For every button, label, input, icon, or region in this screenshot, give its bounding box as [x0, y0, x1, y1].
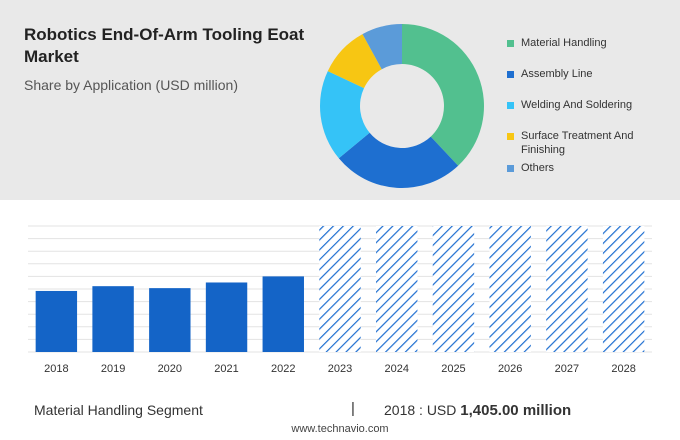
footer-divider: | [351, 400, 355, 417]
x-tick-label: 2021 [214, 363, 238, 375]
bar-2021 [205, 282, 248, 352]
bar-2019 [92, 286, 134, 352]
legend-swatch [507, 165, 514, 172]
legend-item: Welding And Soldering [507, 98, 677, 112]
donut-slice-assembly-line [338, 132, 459, 188]
x-tick-label: 2028 [611, 363, 635, 375]
donut-slice-material-handling [402, 24, 484, 166]
segment-value: 2018 : USD 1,405.00 million [384, 402, 571, 419]
legend-swatch [507, 102, 514, 109]
segment-value-amount: 1,405.00 million [460, 402, 572, 419]
donut-chart [320, 24, 484, 188]
segment-year: 2018 : USD [384, 402, 457, 418]
forecast-bar-2024 [376, 226, 418, 352]
forecast-bar-2027 [546, 226, 588, 352]
x-tick-label: 2026 [498, 363, 522, 375]
forecast-bar-2028 [602, 226, 645, 352]
x-tick-label: 2018 [44, 363, 68, 375]
x-tick-label: 2025 [441, 363, 465, 375]
donut-slice-welding-and-soldering [320, 71, 370, 159]
legend-label: Others [521, 162, 555, 174]
forecast-bar-2023 [319, 226, 361, 352]
legend-item: Others [507, 161, 677, 175]
bar-2020 [149, 288, 191, 352]
source-link[interactable]: www.technavio.com [291, 423, 389, 435]
chart-title: Robotics End-Of-Arm Tooling Eoat Market [24, 25, 305, 66]
legend-item: Material Handling [507, 36, 677, 50]
legend-swatch [507, 71, 514, 78]
legend-swatch [507, 40, 514, 47]
legend-label: Welding And Soldering [521, 99, 633, 111]
x-tick-label: 2027 [555, 363, 579, 375]
x-tick-label: 2022 [271, 363, 295, 375]
bar-2022 [262, 276, 304, 352]
x-tick-label: 2024 [384, 363, 408, 375]
x-tick-label: 2023 [328, 363, 352, 375]
legend-swatch [507, 133, 514, 140]
donut-slice-others [362, 24, 402, 70]
forecast-bar-2026 [489, 226, 531, 352]
chart-subtitle: Share by Application (USD million) [24, 77, 238, 93]
legend-item: Assembly Line [507, 67, 677, 81]
x-tick-label: 2020 [158, 363, 182, 375]
segment-label: Material Handling Segment [34, 402, 203, 418]
x-tick-label: 2019 [101, 363, 125, 375]
legend-label: Material Handling [521, 37, 607, 49]
legend-label: Surface Treatment And Finishing [521, 130, 634, 156]
bar-chart: 2018 2019 2020 2021 2022 2023 2024 2025 2026 2027… [28, 225, 652, 375]
forecast-bar-2025 [432, 226, 475, 352]
donut-slice-surface-treatment-and-finishing [327, 34, 382, 89]
bar-2018 [35, 290, 78, 352]
legend-label: Assembly Line [521, 68, 593, 80]
legend-item: Surface Treatment And Finishing [507, 129, 677, 157]
